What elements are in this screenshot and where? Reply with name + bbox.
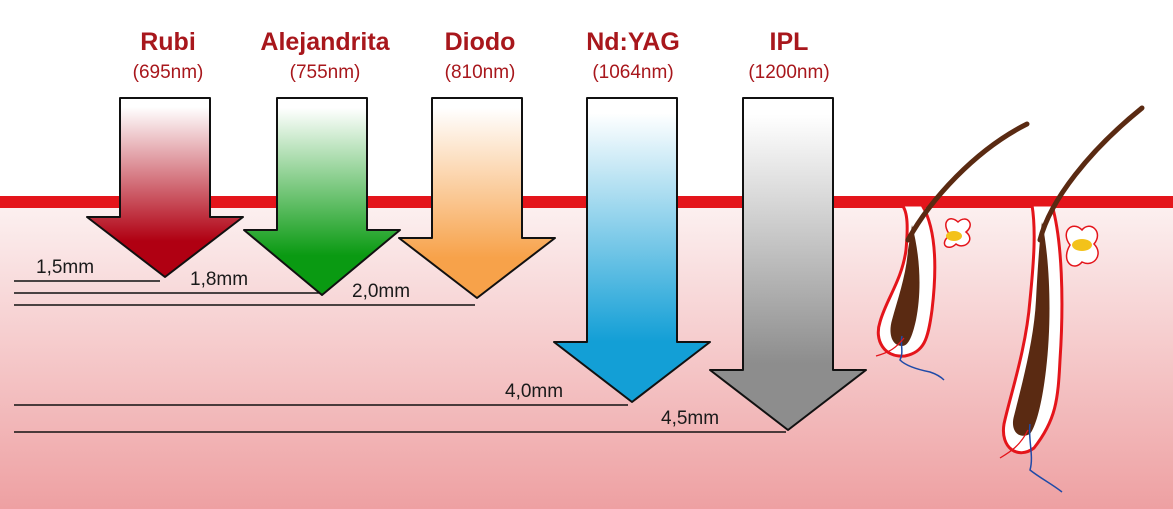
depth-label-rubi: 1,5mm	[36, 257, 95, 278]
laser-arrow-ipl	[709, 97, 867, 431]
laser-name-rubi: Rubi	[140, 28, 196, 56]
laser-wavelength-alejandrita: (755nm)	[289, 62, 361, 83]
depth-label-diodo: 2,0mm	[352, 281, 411, 302]
depth-lines	[14, 280, 786, 433]
laser-name-ipl: IPL	[769, 28, 809, 56]
depth-label-ipl: 4,5mm	[661, 408, 720, 429]
laser-arrow-ndyag	[553, 97, 711, 403]
depth-label-ndyag: 4,0mm	[505, 381, 564, 402]
laser-wavelength-ndyag: (1064nm)	[592, 62, 674, 83]
laser-name-alejandrita: Alejandrita	[260, 28, 390, 56]
laser-arrow-rubi	[86, 97, 244, 278]
laser-arrows	[86, 97, 867, 431]
laser-name-diodo: Diodo	[444, 28, 516, 56]
hair-follicle-icon	[875, 121, 1030, 381]
laser-arrow-diodo	[398, 97, 556, 299]
laser-arrow-alejandrita	[243, 97, 401, 296]
laser-wavelength-ipl: (1200nm)	[748, 62, 830, 83]
depth-label-alejandrita: 1,8mm	[190, 269, 249, 290]
hair-follicle-icon	[999, 105, 1145, 493]
laser-wavelength-rubi: (695nm)	[132, 62, 204, 83]
laser-wavelength-diodo: (810nm)	[444, 62, 516, 83]
laser-name-ndyag: Nd:YAG	[586, 28, 680, 56]
